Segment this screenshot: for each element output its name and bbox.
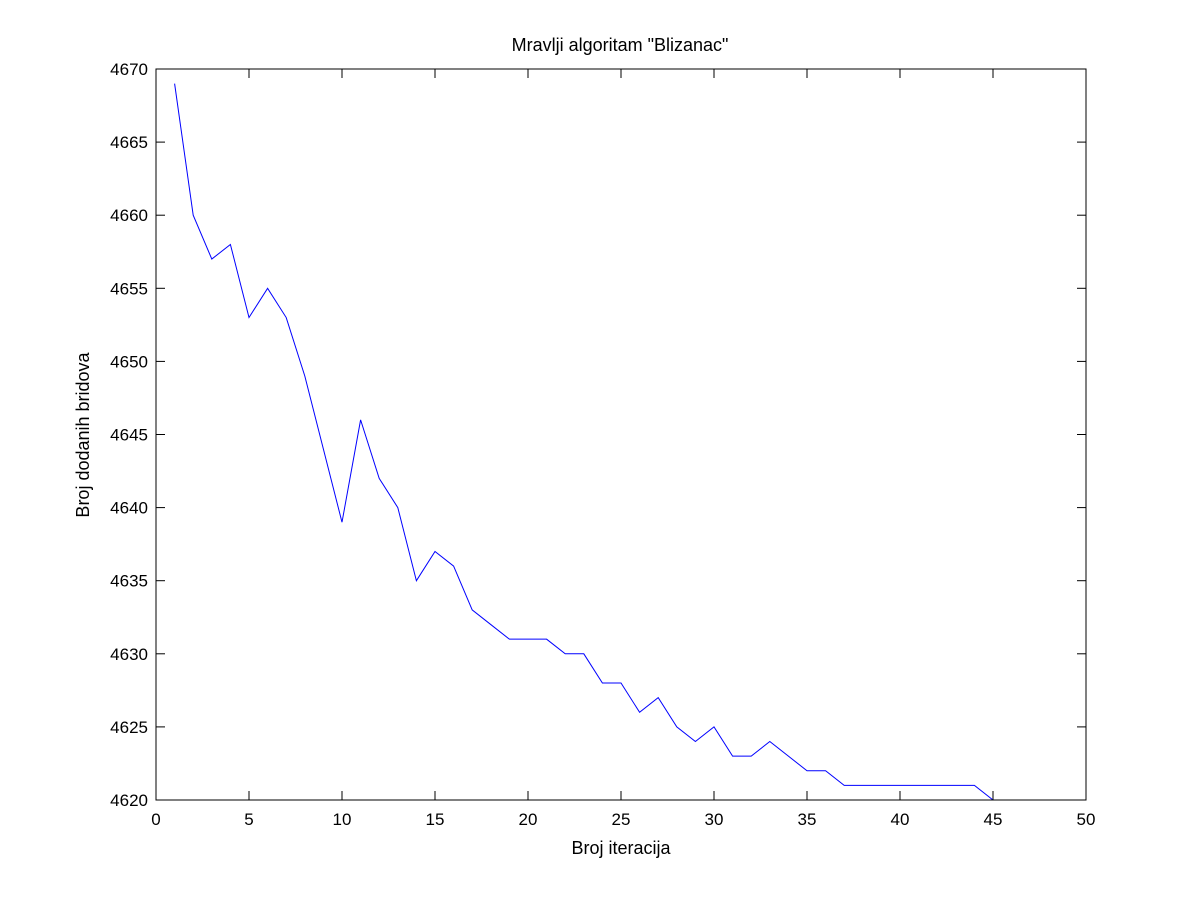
x-tick-label: 0 (151, 810, 160, 829)
y-tick-label: 4655 (110, 279, 148, 298)
y-tick-label: 4660 (110, 206, 148, 225)
y-tick-label: 4640 (110, 499, 148, 518)
x-tick-label: 40 (891, 810, 910, 829)
y-tick-label: 4620 (110, 791, 148, 810)
axis-tick-labels: 0 5 10 15 20 25 30 35 40 45 50 4620 4625 4630 4635 4640… (110, 60, 1095, 829)
y-tick-label: 4635 (110, 572, 148, 591)
y-tick-label: 4670 (110, 60, 148, 79)
y-tick-label: 4665 (110, 133, 148, 152)
x-tick-label: 35 (798, 810, 817, 829)
x-axis-title: Broj iteracija (571, 838, 671, 858)
x-tick-label: 15 (426, 810, 445, 829)
x-tick-label: 20 (519, 810, 538, 829)
plot-frame (155, 68, 1087, 801)
y-tick-label: 4625 (110, 718, 148, 737)
x-tick-label: 30 (705, 810, 724, 829)
plot-area (156, 69, 1086, 800)
series-line-1 (174, 83, 994, 801)
series-layer (174, 83, 994, 801)
x-tick-label: 50 (1077, 810, 1096, 829)
x-tick-label: 45 (984, 810, 1003, 829)
chart-title: Mravlji algoritam "Blizanac" (512, 35, 729, 55)
y-tick-label: 4630 (110, 645, 148, 664)
y-tick-label: 4645 (110, 426, 148, 445)
x-tick-label: 10 (333, 810, 352, 829)
y-axis-title: Broj dodanih bridova (73, 351, 93, 517)
y-tick-label: 4650 (110, 352, 148, 371)
x-tick-label: 5 (244, 810, 253, 829)
x-tick-label: 25 (612, 810, 631, 829)
